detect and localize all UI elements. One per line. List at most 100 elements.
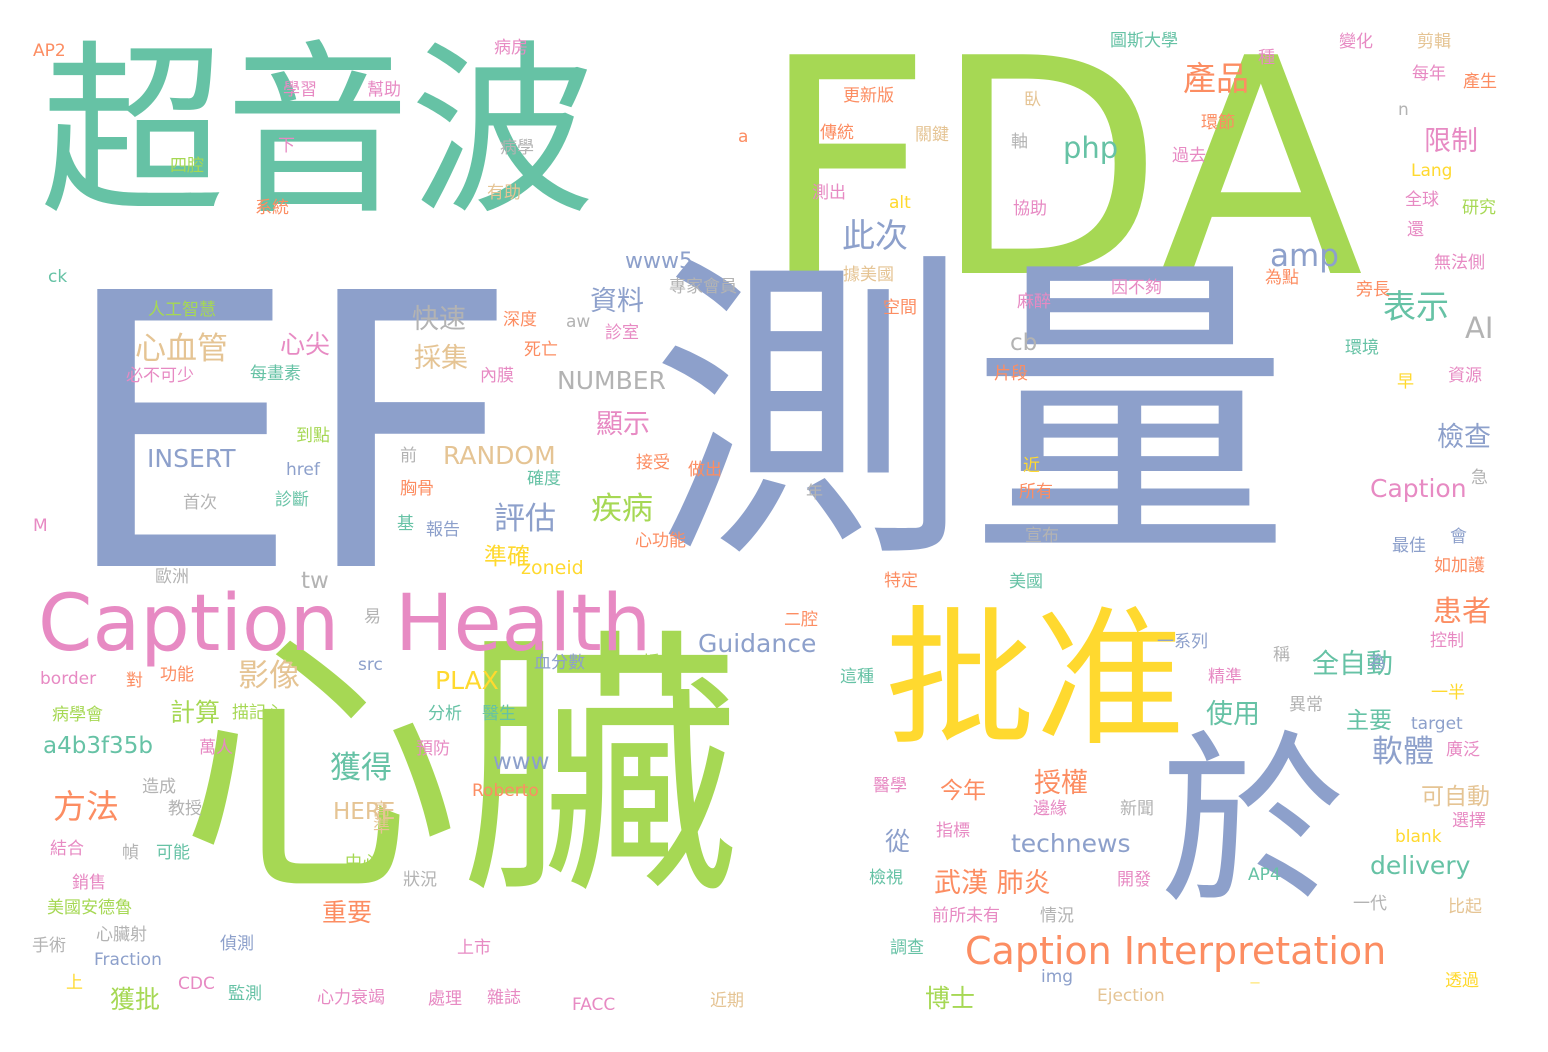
cloud-word: Roberto xyxy=(472,781,539,801)
cloud-word: ck xyxy=(48,267,68,287)
cloud-word: 結合 xyxy=(50,839,84,859)
cloud-word: 關鍵 xyxy=(915,125,949,145)
cloud-word: 急 xyxy=(1467,468,1487,485)
cloud-word: Ejection xyxy=(1097,986,1165,1006)
cloud-word: 預防 xyxy=(416,739,450,759)
cloud-word: a4b3f35b xyxy=(43,733,153,759)
cloud-word: 前所未有 xyxy=(932,906,1000,926)
cloud-word: 歐洲 xyxy=(155,567,189,587)
cloud-word: 上 xyxy=(66,973,83,993)
cloud-word: 計算 xyxy=(170,698,221,727)
cloud-word: FDA xyxy=(760,0,1364,344)
cloud-word: 此次 xyxy=(842,216,908,255)
cloud-word: Lang xyxy=(1411,161,1453,181)
cloud-word: 到點 xyxy=(296,426,330,446)
cloud-word: 前 xyxy=(400,446,417,466)
cloud-word: 心臟 xyxy=(180,607,740,933)
cloud-word: 美國安德魯 xyxy=(47,898,132,918)
cloud-word: cb xyxy=(1010,330,1038,356)
cloud-word: 軟體 xyxy=(1372,734,1434,770)
cloud-word: 宣布 xyxy=(1025,526,1059,546)
cloud-word: 每年 xyxy=(1412,64,1446,84)
cloud-word: 做出 xyxy=(688,460,722,480)
cloud-word: 確度 xyxy=(527,469,561,489)
cloud-word: 臥 xyxy=(1020,90,1040,107)
cloud-word: RANDOM xyxy=(443,441,556,470)
cloud-word: 透過 xyxy=(1445,971,1479,991)
cloud-word: 軸 xyxy=(1007,132,1027,149)
cloud-word: delivery xyxy=(1370,851,1471,880)
cloud-word: 近期 xyxy=(710,991,744,1011)
cloud-word: 美國 xyxy=(1009,572,1043,592)
cloud-word: 早 xyxy=(1397,372,1414,392)
cloud-word: 測出 xyxy=(812,183,846,203)
cloud-word: 近 xyxy=(1023,456,1040,476)
cloud-word: 選擇 xyxy=(1452,811,1486,831)
cloud-word: 接受 xyxy=(636,453,670,473)
cloud-word: PLAX xyxy=(435,666,499,695)
cloud-word: 高準 xyxy=(369,800,389,834)
cloud-word: 為 xyxy=(1369,653,1386,673)
cloud-word: 血分數 xyxy=(534,653,585,673)
cloud-word: 無法側 xyxy=(1434,253,1485,273)
cloud-word: technews xyxy=(1011,829,1131,858)
cloud-word: 對 xyxy=(126,671,143,691)
cloud-word: 顯示 xyxy=(596,409,650,440)
cloud-word: 胸骨 xyxy=(400,479,434,499)
cloud-word: 可能 xyxy=(156,843,190,863)
cloud-word: 調查 xyxy=(890,938,924,958)
cloud-word: zoneid xyxy=(521,557,584,579)
cloud-word: 協助 xyxy=(1013,199,1047,219)
cloud-word: NUMBER xyxy=(557,366,666,395)
cloud-word: 學習 xyxy=(283,80,317,100)
cloud-word: www5 xyxy=(625,249,693,274)
cloud-word: AP2 xyxy=(33,41,66,61)
cloud-word: 影像 xyxy=(238,658,300,694)
cloud-word: EF xyxy=(60,213,519,656)
cloud-word: 心功能 xyxy=(635,531,686,551)
cloud-word: 麻醉 xyxy=(1017,292,1051,312)
cloud-word: 上市 xyxy=(457,938,491,958)
cloud-word: 情況 xyxy=(1040,906,1074,926)
cloud-word: 準確 xyxy=(484,544,530,570)
cloud-word: 資料 xyxy=(590,286,644,317)
cloud-word: 傳統 xyxy=(820,123,854,143)
cloud-word: 功能 xyxy=(160,665,194,685)
cloud-word: 這種 xyxy=(840,667,874,687)
cloud-word: a xyxy=(738,127,749,147)
cloud-word: 為點 xyxy=(1265,268,1299,288)
cloud-word: img xyxy=(1041,967,1074,987)
cloud-word: 測量 xyxy=(650,229,1290,601)
cloud-word: 銷售 xyxy=(72,873,106,893)
cloud-word: 環境 xyxy=(1345,338,1379,358)
cloud-word: 據美國 xyxy=(843,265,894,285)
cloud-word: 死亡 xyxy=(524,340,558,360)
cloud-word: 四腔 xyxy=(170,156,204,176)
cloud-word: 變化 xyxy=(1339,32,1373,52)
cloud-word: 分析 xyxy=(428,704,462,724)
cloud-word: 全自動 xyxy=(1312,649,1393,680)
cloud-word: 最佳 xyxy=(1392,536,1426,556)
cloud-word: 空間 xyxy=(883,298,917,318)
cloud-word: 獲得 xyxy=(330,750,392,786)
cloud-word: 一系列 xyxy=(1157,632,1208,652)
cloud-word: 從 xyxy=(885,827,911,856)
cloud-word: href xyxy=(286,460,320,480)
cloud-word: Guidance xyxy=(698,629,817,658)
cloud-word: 剪輯 xyxy=(1417,32,1451,52)
cloud-word: 資源 xyxy=(1448,366,1482,386)
cloud-word: 必不可少 xyxy=(126,366,194,386)
cloud-word: 心臟射 xyxy=(96,925,147,945)
cloud-word: 特定 xyxy=(884,571,918,591)
cloud-word: Fraction xyxy=(94,950,162,970)
cloud-word: 幫助 xyxy=(367,80,401,100)
cloud-word: 重要 xyxy=(322,898,373,927)
cloud-word: M xyxy=(33,516,48,536)
cloud-word: 會 xyxy=(1450,527,1467,547)
cloud-word: AI xyxy=(1465,311,1494,345)
cloud-word: 易 xyxy=(364,607,381,627)
cloud-word: border xyxy=(40,669,97,689)
cloud-word: 評估 xyxy=(494,501,556,537)
cloud-word: 檢查 xyxy=(1437,422,1491,453)
cloud-word: 報告 xyxy=(426,520,460,540)
